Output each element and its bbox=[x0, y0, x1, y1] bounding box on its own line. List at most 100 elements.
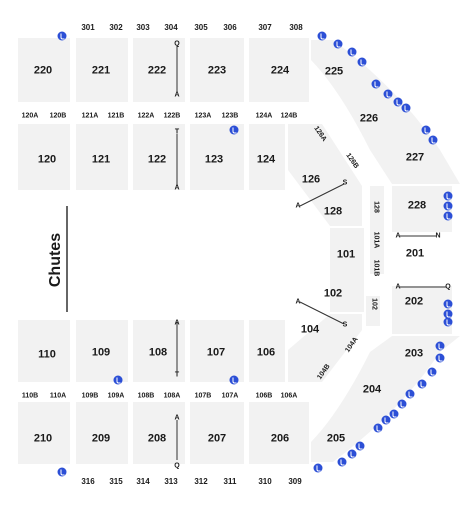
sub-label-121A: 121A bbox=[81, 112, 99, 120]
section-109: 109 bbox=[91, 346, 111, 359]
tunnel-letter: A bbox=[295, 298, 301, 306]
seating-block bbox=[366, 296, 380, 326]
tunnel-letter: A bbox=[174, 91, 180, 99]
row-number-304: 304 bbox=[164, 23, 178, 32]
tunnel-line bbox=[299, 301, 345, 325]
sub-label-120B: 120B bbox=[49, 112, 67, 120]
seating-block bbox=[18, 124, 70, 190]
seating-block bbox=[18, 402, 70, 464]
section-206: 206 bbox=[270, 432, 290, 445]
section-102: 102 bbox=[323, 287, 343, 300]
wheelchair-accessible-icon bbox=[443, 201, 453, 211]
section-110: 110 bbox=[38, 348, 56, 361]
tunnel-letter: A bbox=[295, 202, 301, 210]
section-210: 210 bbox=[33, 432, 53, 445]
seating-block bbox=[190, 124, 244, 190]
section-221: 221 bbox=[91, 64, 111, 77]
wheelchair-accessible-icon bbox=[435, 353, 445, 363]
seating-block bbox=[76, 38, 128, 102]
sub-label-122A: 122A bbox=[137, 112, 155, 120]
row-number-305: 305 bbox=[194, 23, 208, 32]
section-224: 224 bbox=[270, 64, 290, 77]
section-225: 225 bbox=[324, 65, 344, 78]
wheelchair-accessible-icon bbox=[389, 409, 399, 419]
sub-label-106B: 106B bbox=[255, 392, 273, 400]
seating-block bbox=[249, 320, 285, 382]
section-107: 107 bbox=[206, 346, 226, 359]
row-number-310: 310 bbox=[258, 477, 272, 486]
sub-label-120A: 120A bbox=[21, 112, 39, 120]
tunnel-letter: A bbox=[174, 319, 180, 327]
wheelchair-accessible-icon bbox=[443, 191, 453, 201]
tunnel-letter: T bbox=[174, 371, 180, 379]
seating-block bbox=[249, 124, 285, 190]
section-101: 101 bbox=[336, 248, 356, 261]
sub-label-101B: 101B bbox=[372, 259, 380, 277]
row-number-303: 303 bbox=[136, 23, 150, 32]
section-208: 208 bbox=[147, 432, 167, 445]
tunnel-letter: Q bbox=[445, 283, 451, 291]
section-228: 228 bbox=[407, 199, 427, 212]
sub-label-107B: 107B bbox=[194, 392, 212, 400]
sub-label-107A: 107A bbox=[221, 392, 239, 400]
seating-block bbox=[76, 124, 128, 190]
wheelchair-accessible-icon bbox=[443, 309, 453, 319]
sub-label-109B: 109B bbox=[81, 392, 99, 400]
section-128: 128 bbox=[323, 205, 343, 218]
section-104: 104 bbox=[300, 323, 320, 336]
tunnel-line bbox=[299, 183, 345, 207]
tunnel-letter: A bbox=[174, 414, 180, 422]
row-number-308: 308 bbox=[289, 23, 303, 32]
tunnel-letter: S bbox=[342, 321, 348, 329]
sub-label-123B: 123B bbox=[221, 112, 239, 120]
seating-block bbox=[190, 38, 244, 102]
section-124: 124 bbox=[256, 153, 276, 166]
tunnel-letter: A bbox=[395, 232, 401, 240]
seating-block bbox=[76, 320, 128, 382]
section-108: 108 bbox=[148, 346, 168, 359]
seating-block-curve-lower bbox=[311, 336, 460, 462]
seating-block bbox=[133, 38, 185, 102]
wheelchair-accessible-icon bbox=[405, 389, 415, 399]
wheelchair-accessible-icon bbox=[371, 79, 381, 89]
section-204: 204 bbox=[362, 383, 382, 396]
seating-block bbox=[190, 402, 244, 464]
wheelchair-accessible-icon bbox=[317, 31, 327, 41]
sub-label-122B: 122B bbox=[163, 112, 181, 120]
wheelchair-accessible-icon bbox=[333, 39, 343, 49]
seating-block bbox=[133, 320, 185, 382]
chutes-label: Chutes bbox=[47, 232, 64, 288]
section-207: 207 bbox=[207, 432, 227, 445]
sub-label-110B: 110B bbox=[21, 392, 39, 400]
wheelchair-accessible-icon bbox=[401, 103, 411, 113]
row-number-315: 315 bbox=[109, 477, 123, 486]
seating-block bbox=[18, 38, 70, 102]
wheelchair-accessible-icon bbox=[383, 89, 393, 99]
section-201: 201 bbox=[405, 247, 425, 260]
sub-label-128: 128 bbox=[372, 201, 380, 213]
seating-block bbox=[370, 226, 384, 274]
sub-label-124B: 124B bbox=[280, 112, 298, 120]
tunnel-letter: A bbox=[395, 283, 401, 291]
wheelchair-accessible-icon bbox=[443, 317, 453, 327]
sub-label-123A: 123A bbox=[194, 112, 212, 120]
wheelchair-accessible-icon bbox=[357, 57, 367, 67]
section-220: 220 bbox=[33, 64, 53, 77]
wheelchair-accessible-icon bbox=[427, 367, 437, 377]
section-120: 120 bbox=[37, 153, 57, 166]
seating-block bbox=[392, 186, 452, 232]
sub-label-108A: 108A bbox=[163, 392, 181, 400]
section-223: 223 bbox=[207, 64, 227, 77]
section-222: 222 bbox=[147, 64, 167, 77]
tunnel-letter: N bbox=[435, 232, 441, 240]
wheelchair-accessible-icon bbox=[347, 449, 357, 459]
seating-block bbox=[249, 38, 309, 102]
seating-block-curve-upper bbox=[311, 40, 460, 184]
sub-label-124A: 124A bbox=[255, 112, 273, 120]
section-106: 106 bbox=[256, 346, 276, 359]
tunnel-letter: S bbox=[342, 179, 348, 187]
sub-label-109A: 109A bbox=[107, 392, 125, 400]
wheelchair-accessible-icon bbox=[229, 125, 239, 135]
